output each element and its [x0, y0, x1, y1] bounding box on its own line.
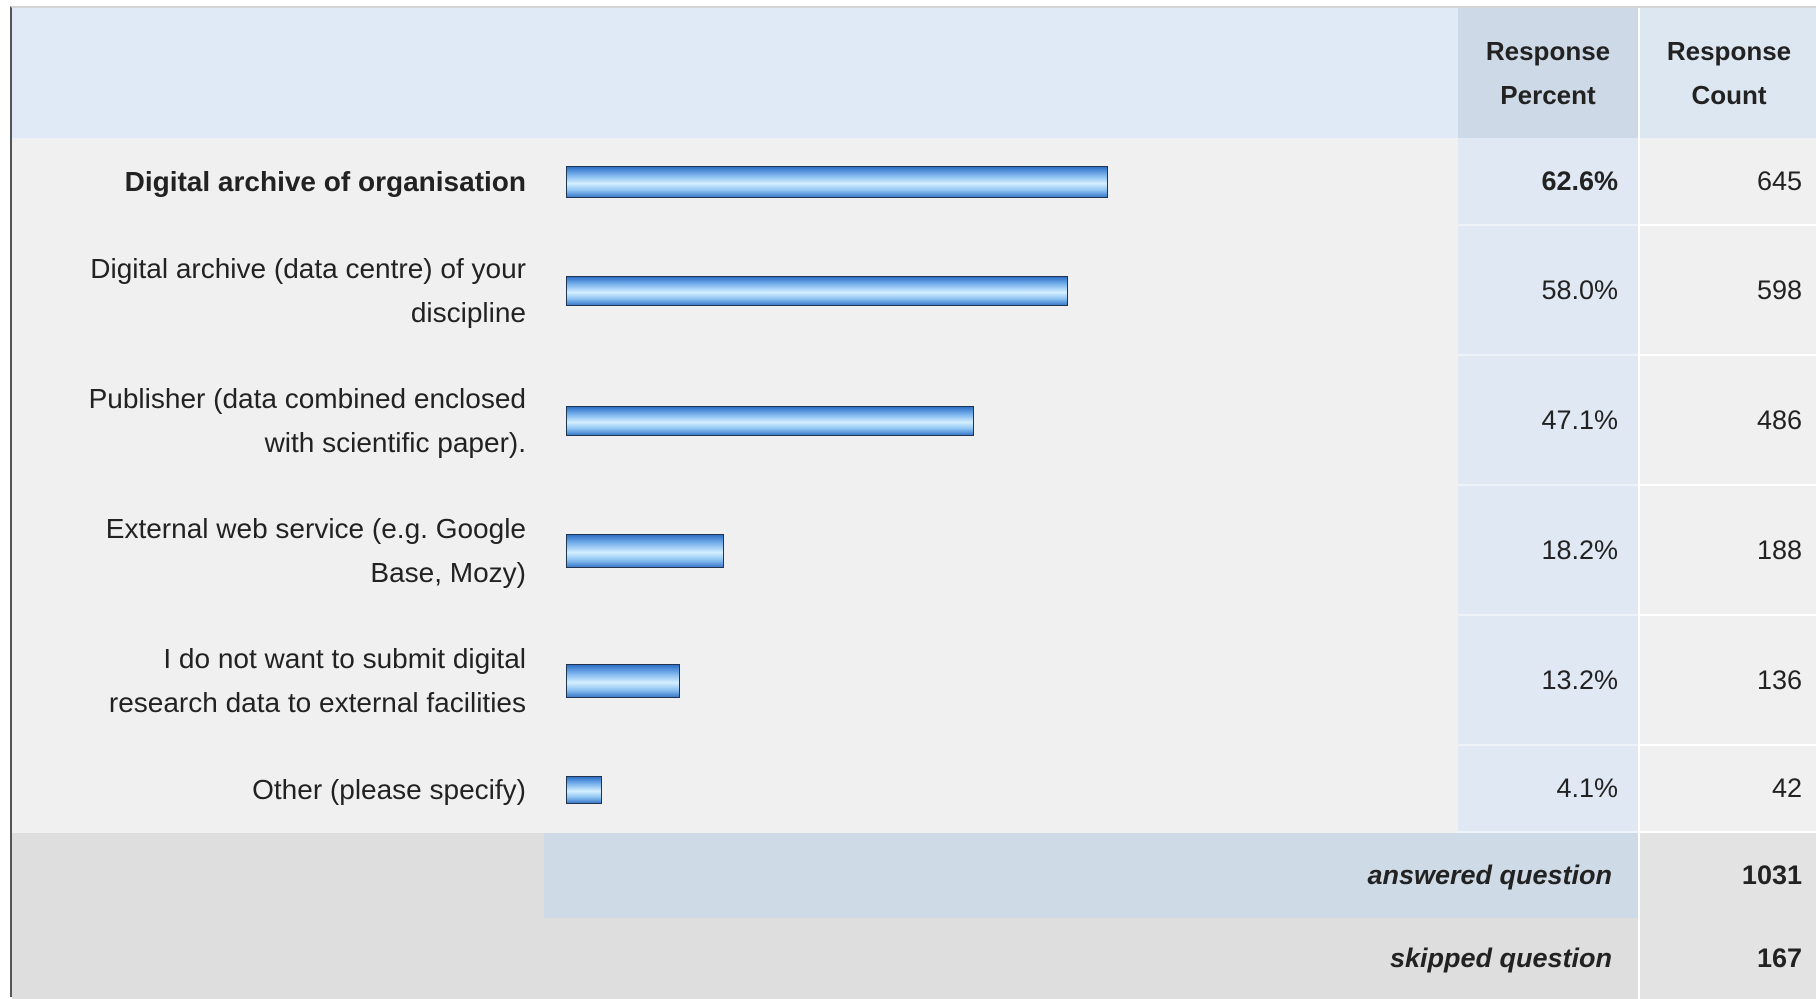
bar — [566, 406, 974, 436]
response-count-value: 598 — [1640, 226, 1816, 356]
answered-question-label: answered question — [544, 833, 1638, 918]
bar — [566, 276, 1068, 306]
skipped-question-count: 167 — [1640, 918, 1816, 999]
category-label-line: discipline — [410, 297, 526, 328]
survey-results-table: Response Percent Response Count Digital … — [10, 6, 1816, 999]
response-percent-value: 47.1% — [1458, 356, 1638, 486]
category-label-line: with scientific paper). — [264, 427, 526, 458]
category-label-line: Publisher (data combined enclosed — [88, 383, 526, 414]
header-blank-cell — [12, 8, 1458, 138]
response-count-value: 188 — [1640, 486, 1816, 616]
category-label: Other (please specify) — [22, 746, 526, 833]
response-count-value: 136 — [1640, 616, 1816, 746]
response-percent-value: 13.2% — [1458, 616, 1638, 746]
category-label-line: Digital archive (data centre) of your — [90, 253, 526, 284]
response-count-value: 645 — [1640, 138, 1816, 226]
category-label-line: External web service (e.g. Google — [105, 513, 526, 544]
answered-left-blank — [12, 833, 544, 918]
category-label: Digital archive of organisation — [22, 138, 526, 226]
category-label-line: Base, Mozy) — [370, 557, 526, 588]
skipped-question-label: skipped question — [12, 918, 1638, 999]
response-percent-value: 4.1% — [1458, 746, 1638, 833]
category-label: Publisher (data combined enclosed with sc… — [22, 356, 526, 486]
answered-question-count: 1031 — [1640, 833, 1816, 918]
category-label-line: I do not want to submit digital — [163, 643, 526, 674]
chart-row — [12, 746, 1458, 835]
response-count-value: 42 — [1640, 746, 1816, 833]
header-response-count: Response Count — [1640, 8, 1816, 138]
category-label-line: research data to external facilities — [108, 687, 526, 718]
category-label: Digital archive (data centre) of your dis… — [22, 226, 526, 356]
response-percent-value: 58.0% — [1458, 226, 1638, 356]
bar — [566, 534, 724, 568]
chart-row — [12, 486, 1458, 618]
category-label-line: Digital archive of organisation — [124, 166, 526, 197]
category-label: I do not want to submit digital research … — [22, 616, 526, 746]
response-count-value: 486 — [1640, 356, 1816, 486]
bar — [566, 166, 1108, 198]
response-percent-value: 18.2% — [1458, 486, 1638, 616]
bar — [566, 664, 680, 698]
category-label-line: Other (please specify) — [252, 773, 526, 805]
response-percent-value: 62.6% — [1458, 138, 1638, 226]
chart-rows: Digital archive of organisation 62.6% 645 D… — [12, 138, 1816, 835]
category-label: External web service (e.g. Google Base, M… — [22, 486, 526, 616]
header-response-percent: Response Percent — [1458, 8, 1638, 138]
bar — [566, 776, 602, 804]
